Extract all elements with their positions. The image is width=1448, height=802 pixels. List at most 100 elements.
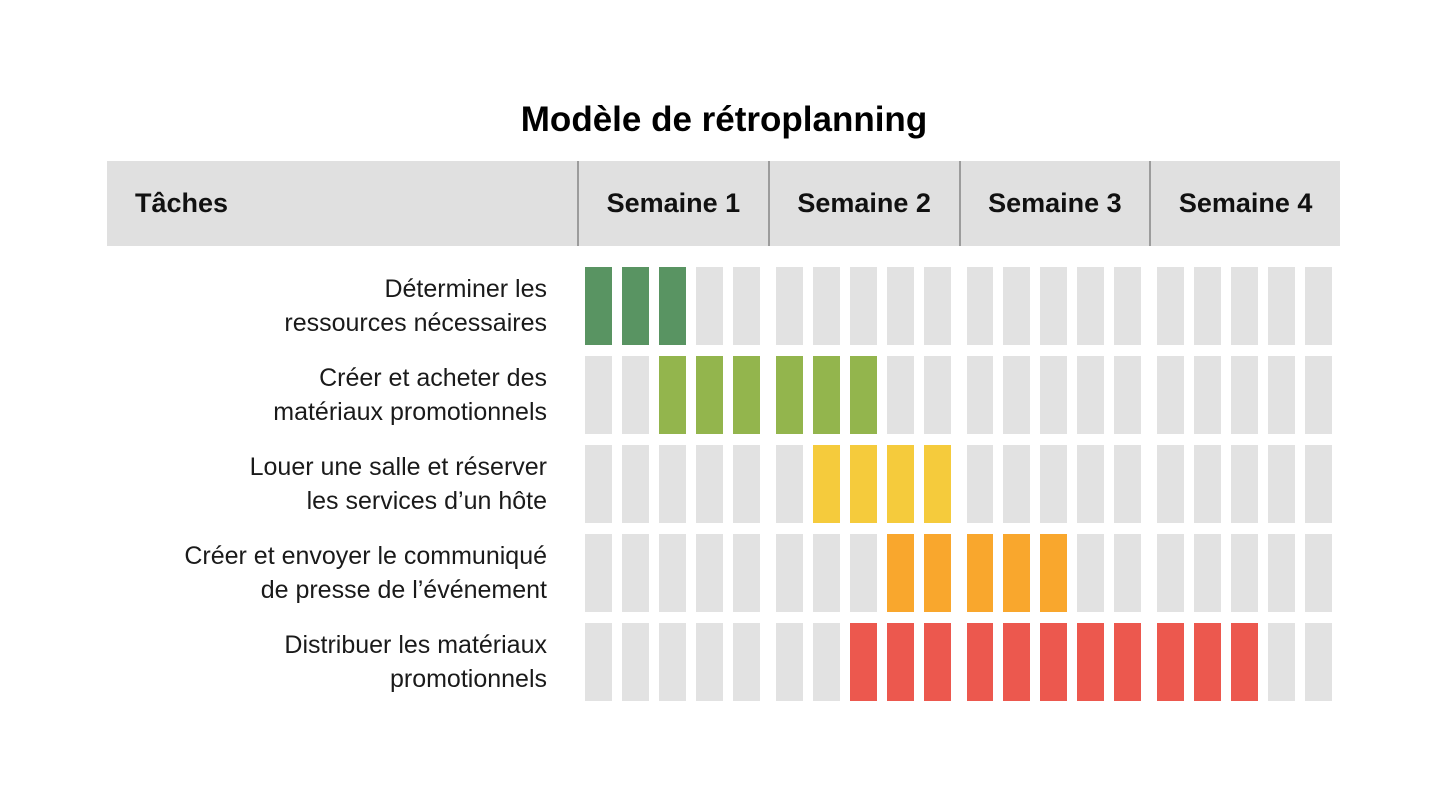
- task-cell-filled: [849, 356, 877, 434]
- week-group: [577, 445, 768, 523]
- task-cell-empty: [1003, 445, 1031, 523]
- task-row: Louer une salle et réserver les services…: [107, 445, 1340, 523]
- task-cell-empty: [695, 267, 723, 345]
- task-cell-filled: [1040, 534, 1068, 612]
- task-cell-filled: [966, 623, 994, 701]
- task-cell-empty: [1077, 267, 1105, 345]
- task-cell-filled: [658, 356, 686, 434]
- week-group: [768, 445, 959, 523]
- task-cell-empty: [1305, 267, 1333, 345]
- task-cell-empty: [1003, 267, 1031, 345]
- week-group: [577, 623, 768, 701]
- task-cell-empty: [775, 534, 803, 612]
- task-cell-filled: [585, 267, 612, 345]
- week-group: [577, 356, 768, 434]
- task-cell-filled: [1114, 623, 1142, 701]
- week-group: [768, 534, 959, 612]
- task-cell-empty: [1194, 445, 1222, 523]
- task-cell-empty: [1114, 267, 1142, 345]
- task-cell-filled: [1003, 623, 1031, 701]
- week-header-2: Semaine 2: [767, 161, 959, 246]
- task-cell-filled: [1040, 623, 1068, 701]
- task-cell-empty: [1305, 356, 1333, 434]
- week-group: [959, 356, 1150, 434]
- task-cell-empty: [1114, 356, 1142, 434]
- week-group: [768, 267, 959, 345]
- task-cell-empty: [621, 623, 649, 701]
- task-cell-filled: [849, 623, 877, 701]
- task-row: Distribuer les matériaux promotionnels: [107, 623, 1340, 701]
- task-cell-empty: [1114, 534, 1142, 612]
- task-cell-filled: [886, 445, 914, 523]
- week-group: [577, 534, 768, 612]
- task-cell-filled: [886, 534, 914, 612]
- task-cell-empty: [1268, 623, 1296, 701]
- task-cell-empty: [1268, 445, 1296, 523]
- task-cell-empty: [812, 623, 840, 701]
- task-cell-empty: [886, 267, 914, 345]
- task-cell-empty: [1194, 534, 1222, 612]
- task-cell-empty: [585, 445, 612, 523]
- week-header-1: Semaine 1: [577, 161, 768, 246]
- task-cell-empty: [695, 534, 723, 612]
- task-cell-empty: [1040, 267, 1068, 345]
- task-row: Déterminer les ressources nécessaires: [107, 267, 1340, 345]
- week-group: [1149, 445, 1340, 523]
- task-cell-filled: [849, 445, 877, 523]
- task-cell-filled: [923, 534, 951, 612]
- task-cell-filled: [775, 356, 803, 434]
- task-cell-empty: [585, 534, 612, 612]
- task-cell-empty: [886, 356, 914, 434]
- week-group: [1149, 534, 1340, 612]
- task-cell-empty: [1157, 534, 1185, 612]
- chart-title: Modèle de rétroplanning: [520, 100, 928, 139]
- task-cell-empty: [695, 445, 723, 523]
- task-cell-empty: [732, 534, 760, 612]
- task-cell-empty: [923, 356, 951, 434]
- task-cell-filled: [1157, 623, 1185, 701]
- task-cell-empty: [621, 356, 649, 434]
- task-cell-empty: [1305, 445, 1333, 523]
- week-group: [959, 623, 1150, 701]
- task-cell-filled: [1077, 623, 1105, 701]
- task-cell-filled: [923, 623, 951, 701]
- task-cell-empty: [1040, 445, 1068, 523]
- task-cell-filled: [658, 267, 686, 345]
- task-cell-filled: [621, 267, 649, 345]
- task-cell-empty: [1077, 534, 1105, 612]
- task-cell-empty: [849, 267, 877, 345]
- task-label: Créer et acheter des matériaux promotion…: [273, 364, 547, 426]
- task-cell-empty: [658, 534, 686, 612]
- task-cell-empty: [812, 534, 840, 612]
- week-group: [1149, 623, 1340, 701]
- task-cell-filled: [966, 534, 994, 612]
- task-cell-empty: [621, 534, 649, 612]
- table-header-row: Tâches Semaine 1 Semaine 2 Semaine 3 Semain…: [107, 161, 1340, 246]
- week-group: [577, 267, 768, 345]
- task-cell-empty: [1077, 356, 1105, 434]
- week-group: [1149, 267, 1340, 345]
- task-label: Louer une salle et réserver les services…: [249, 453, 547, 515]
- week-header-4: Semaine 4: [1149, 161, 1340, 246]
- task-cell-empty: [923, 267, 951, 345]
- task-cell-empty: [775, 623, 803, 701]
- task-cell-empty: [658, 623, 686, 701]
- week-group: [959, 534, 1150, 612]
- task-cell-empty: [966, 356, 994, 434]
- task-cell-empty: [1157, 267, 1185, 345]
- task-cell-empty: [732, 445, 760, 523]
- task-cell-empty: [849, 534, 877, 612]
- task-cell-empty: [1268, 267, 1296, 345]
- task-cell-empty: [1231, 267, 1259, 345]
- week-group: [959, 445, 1150, 523]
- task-cell-filled: [732, 356, 760, 434]
- task-cell-empty: [1114, 445, 1142, 523]
- task-cell-filled: [923, 445, 951, 523]
- task-cell-empty: [1305, 623, 1333, 701]
- task-cell-empty: [621, 445, 649, 523]
- task-cell-empty: [1194, 356, 1222, 434]
- task-cell-empty: [1077, 445, 1105, 523]
- task-cell-empty: [966, 445, 994, 523]
- task-cell-empty: [966, 267, 994, 345]
